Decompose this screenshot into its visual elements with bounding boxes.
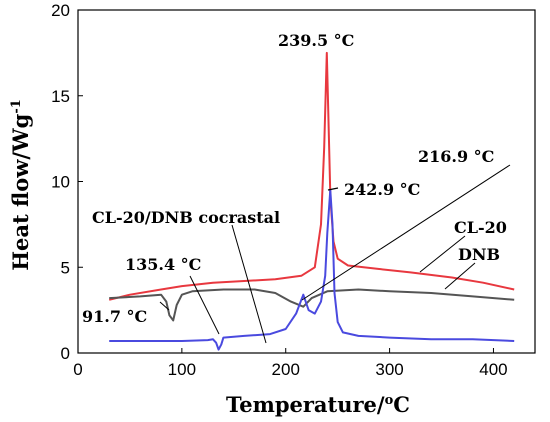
annotation-peak-91: 91.7 °C — [82, 307, 147, 326]
y-axis-title-text: Heat flow/Wg — [8, 113, 33, 270]
series-layer — [108, 51, 515, 351]
leader-cl20 — [419, 235, 466, 273]
x-axis-title-text: Temperature/ — [226, 392, 385, 417]
annotation-peak-239: 239.5 °C — [278, 31, 354, 50]
annotation-cl20: CL-20 — [454, 218, 507, 237]
leader-216 — [301, 164, 511, 301]
x-tick-label: 400 — [479, 360, 507, 379]
y-tick-label: 0 — [61, 344, 70, 363]
x-tick-label: 100 — [168, 360, 196, 379]
annotation-cocrystal: CL-20/DNB cocrastal — [92, 208, 280, 227]
y-tick-label: 10 — [51, 173, 70, 192]
x-tick-label: 0 — [73, 360, 82, 379]
x-axis-ticks: 0 100 200 300 400 — [73, 348, 508, 379]
y-axis-title-sup: -1 — [9, 99, 24, 113]
leader-cocrystal — [231, 224, 267, 344]
y-tick-label: 5 — [61, 258, 70, 277]
annotation-peak-216: 216.9 °C — [418, 147, 494, 166]
annotation-dnb: DNB — [458, 245, 500, 264]
leader-242 — [327, 187, 339, 191]
y-tick-label: 15 — [51, 87, 70, 106]
leader-91 — [159, 301, 170, 311]
x-tick-label: 300 — [375, 360, 403, 379]
y-axis-title: Heat flow/Wg-1 — [8, 99, 33, 271]
x-axis-title: Temperature/oC — [226, 392, 410, 417]
series-line-2 — [109, 288, 515, 322]
x-tick-label: 200 — [272, 360, 300, 379]
x-axis-title-sup: o — [385, 393, 394, 408]
annotation-peak-242: 242.9 °C — [344, 180, 420, 199]
y-axis-ticks: 0 5 10 15 20 — [51, 1, 83, 363]
x-axis-title-tail: C — [393, 392, 410, 417]
y-tick-label: 20 — [51, 1, 70, 20]
leader-135 — [189, 275, 220, 335]
leader-dnb — [444, 262, 476, 290]
series-line-1 — [108, 51, 515, 301]
annotation-peak-135: 135.4 °C — [125, 255, 201, 274]
series-line-3 — [109, 189, 515, 351]
